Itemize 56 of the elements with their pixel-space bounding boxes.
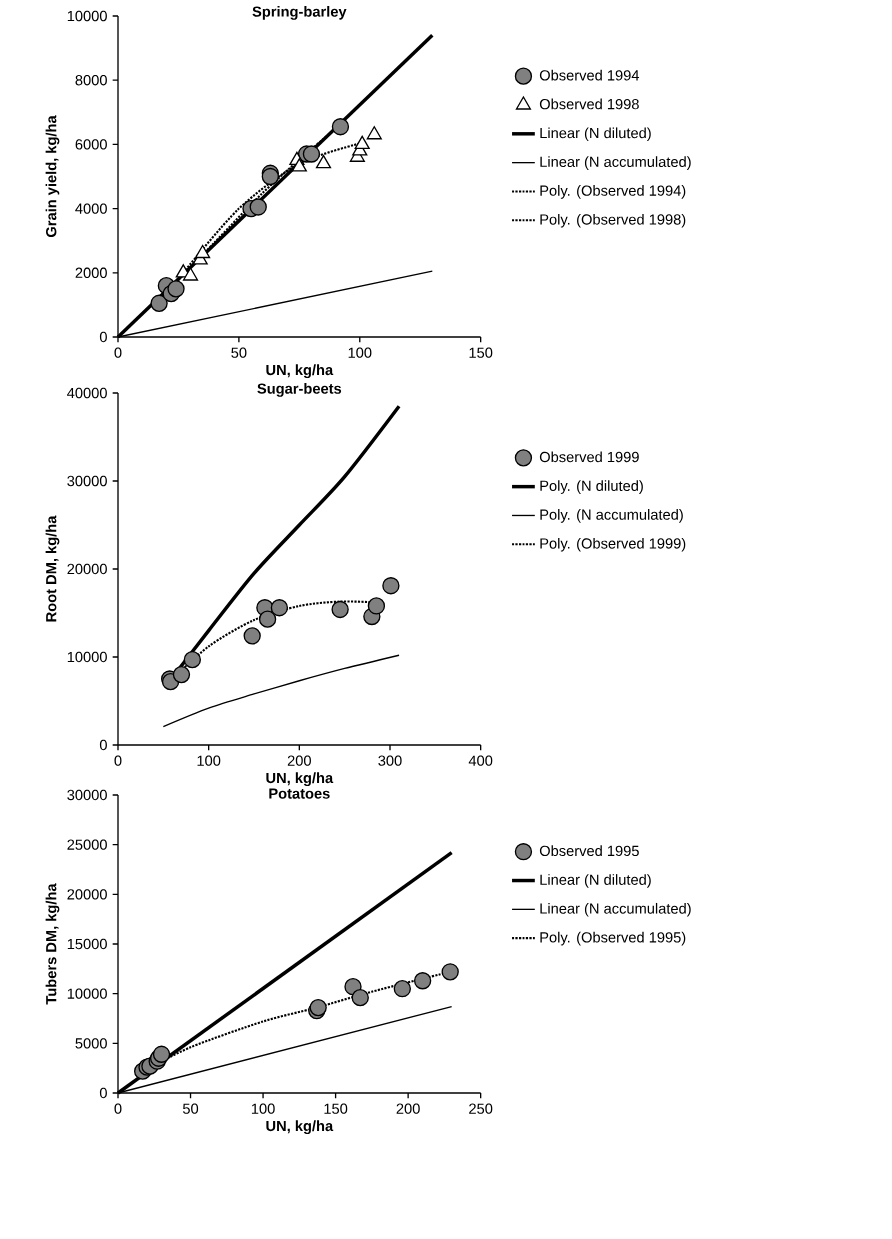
x-tick-label: 250 bbox=[469, 1103, 493, 1114]
x-axis-title: UN, kg/ha bbox=[266, 364, 334, 379]
legend-label: Observed 1994 bbox=[539, 69, 640, 81]
y-tick-label: 0 bbox=[99, 1087, 107, 1099]
legend-label: Poly. (Observed 1999) bbox=[540, 537, 686, 552]
x-tick-label: 400 bbox=[468, 755, 493, 766]
x-tick-label: 100 bbox=[197, 755, 221, 766]
y-tick-label: 4000 bbox=[75, 203, 107, 214]
y-tick-label: 40000 bbox=[67, 387, 107, 399]
legend-label: Linear (N accumulated) bbox=[540, 156, 691, 170]
y-tick-label: 30000 bbox=[67, 475, 107, 487]
x-tick-label: 150 bbox=[324, 1103, 348, 1114]
y-tick-label: 6000 bbox=[75, 139, 107, 150]
legend-label: Poly. (Observed 1998) bbox=[540, 213, 686, 228]
x-tick-label: 100 bbox=[251, 1103, 275, 1114]
y-tick-label: 0 bbox=[99, 739, 107, 751]
y-axis-title: Grain yield, kg/ha bbox=[45, 115, 60, 238]
y-tick-label: 0 bbox=[99, 331, 107, 343]
x-tick-label: 0 bbox=[114, 755, 122, 766]
x-tick-label: 200 bbox=[287, 755, 311, 766]
x-axis-title: UN, kg/ha bbox=[266, 772, 334, 787]
legend-label: Linear (N diluted) bbox=[540, 127, 651, 142]
legend-label: Poly. (Observed 1994) bbox=[540, 185, 686, 199]
x-tick-label: 0 bbox=[114, 347, 122, 358]
y-tick-label: 10000 bbox=[67, 988, 107, 999]
x-tick-label: 50 bbox=[231, 347, 247, 358]
y-tick-label: 5000 bbox=[75, 1038, 107, 1049]
x-tick-label: 200 bbox=[396, 1103, 420, 1114]
x-tick-label: 300 bbox=[378, 755, 402, 766]
x-tick-label: 0 bbox=[114, 1103, 122, 1114]
y-axis-title: Root DM, kg/ha bbox=[45, 515, 60, 622]
chart-title: Spring-barley bbox=[252, 6, 347, 20]
legend-label: Linear (N accumulated) bbox=[540, 902, 691, 917]
y-tick-label: 15000 bbox=[67, 938, 107, 950]
y-tick-label: 30000 bbox=[67, 789, 107, 801]
legend-label: Poly. (Observed 1995) bbox=[540, 931, 686, 946]
legend-label: Poly. (N diluted) bbox=[540, 480, 643, 494]
legend-label: Linear (N diluted) bbox=[540, 874, 651, 888]
x-axis-title: UN, kg/ha bbox=[266, 1120, 334, 1135]
y-tick-label: 2000 bbox=[75, 267, 107, 278]
y-tick-label: 8000 bbox=[75, 75, 107, 86]
y-tick-label: 25000 bbox=[67, 839, 107, 850]
legend-label: Observed 1998 bbox=[539, 98, 639, 110]
y-tick-label: 10000 bbox=[67, 651, 107, 663]
x-tick-label: 100 bbox=[348, 347, 372, 358]
legend-label: Poly. (N accumulated) bbox=[540, 509, 683, 523]
legend-label: Observed 1999 bbox=[539, 451, 639, 463]
y-tick-label: 10000 bbox=[67, 10, 107, 22]
y-tick-label: 20000 bbox=[67, 889, 107, 900]
chart-title: Sugar-beets bbox=[257, 383, 342, 397]
legend-label: Observed 1995 bbox=[539, 845, 639, 857]
y-tick-label: 20000 bbox=[67, 563, 107, 575]
x-tick-label: 50 bbox=[182, 1103, 199, 1114]
y-axis-title: Tubers DM, kg/ha bbox=[45, 883, 60, 1005]
x-tick-label: 150 bbox=[469, 347, 493, 358]
chart-title: Potatoes bbox=[269, 788, 330, 799]
